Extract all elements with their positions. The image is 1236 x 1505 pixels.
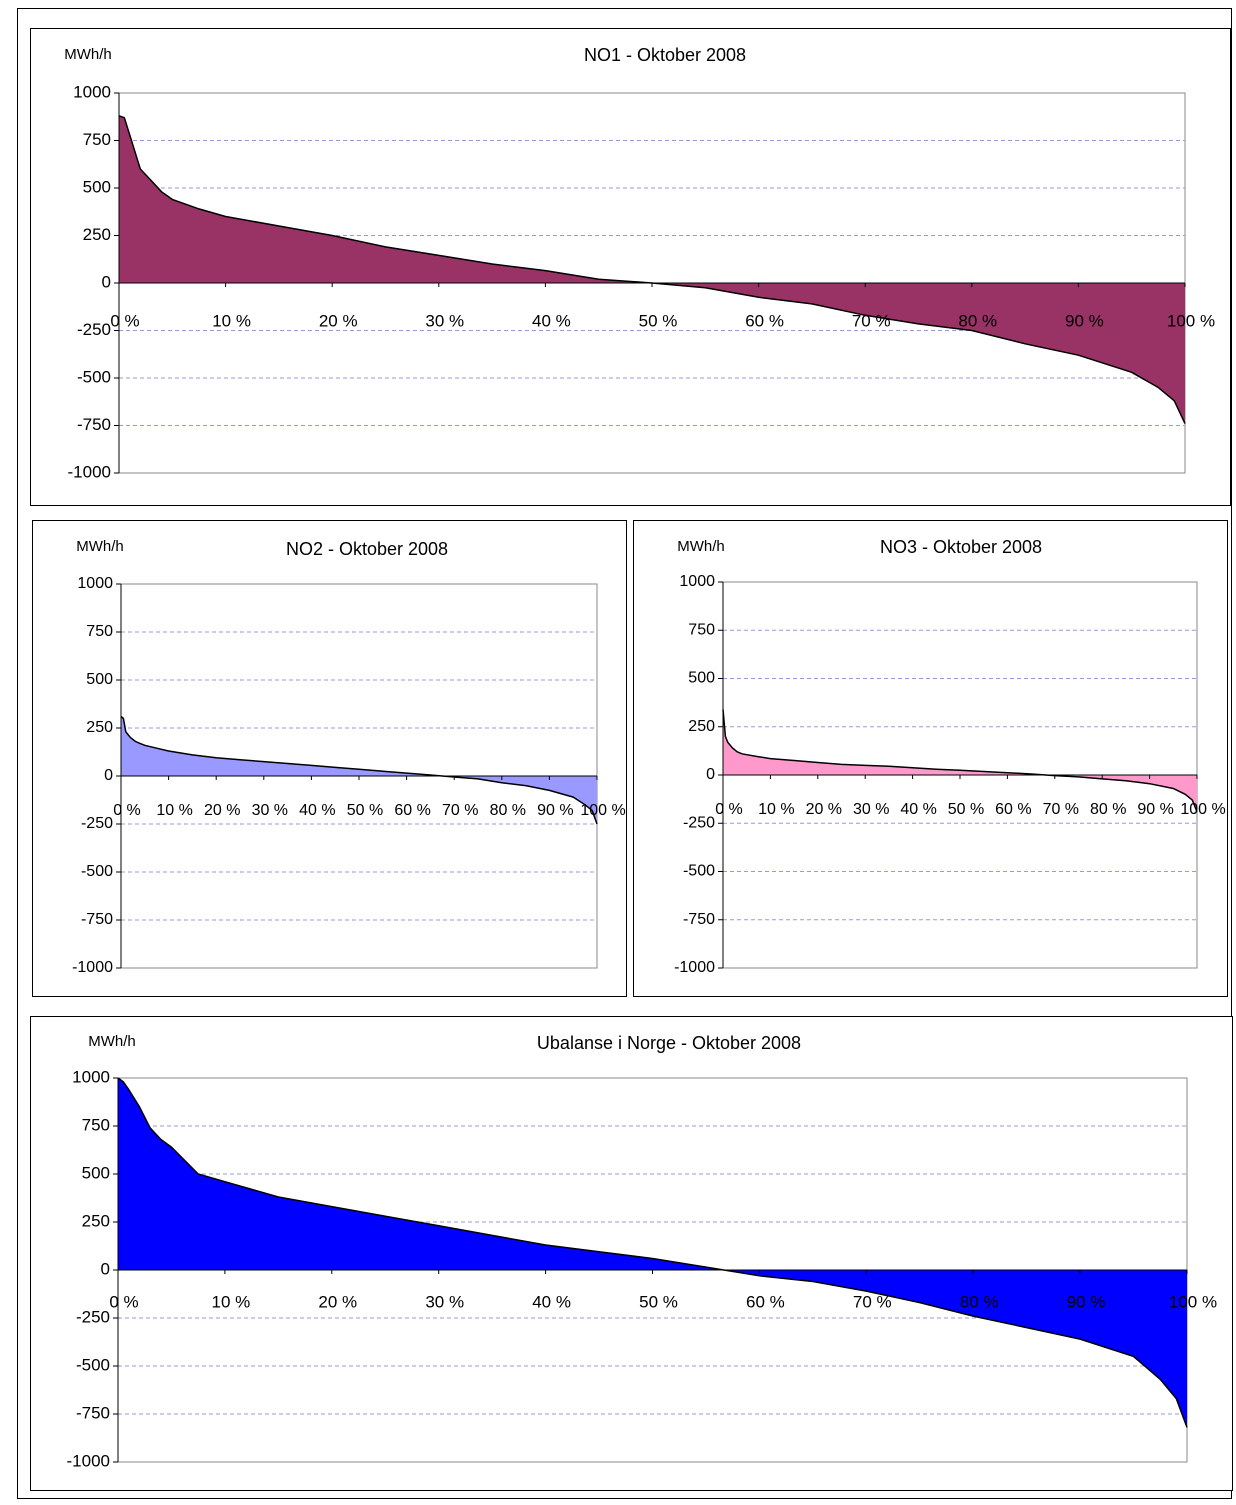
x-tick-label: 30 % (853, 801, 889, 818)
y-tick-label: -250 (683, 814, 715, 831)
y-tick-label: 750 (86, 623, 113, 640)
x-tick-label: 0 % (110, 311, 139, 330)
x-tick-label: 10 % (758, 801, 794, 818)
x-tick-label: 100 % (580, 802, 625, 819)
y-tick-label: -1000 (67, 1451, 110, 1470)
y-tick-label: 500 (688, 670, 715, 687)
area-outline (722, 709, 1198, 812)
y-tick-label: -500 (76, 1355, 110, 1374)
x-tick-label: 100 % (1169, 1292, 1217, 1311)
x-tick-label: 80 % (958, 311, 997, 330)
x-tick-label: 70 % (852, 311, 891, 330)
x-tick-label: 30 % (425, 311, 464, 330)
x-tick-label: 60 % (995, 801, 1031, 818)
x-tick-label: 40 % (299, 802, 335, 819)
y-tick-label: -250 (81, 815, 113, 832)
y-tick-label: 0 (101, 1259, 110, 1278)
y-tick-label: -250 (77, 320, 111, 339)
area (119, 115, 1185, 424)
x-tick-label: 40 % (900, 801, 936, 818)
area-outline (118, 115, 1186, 424)
area (121, 716, 597, 824)
x-tick-label: 100 % (1167, 311, 1215, 330)
y-tick-label: 750 (83, 130, 111, 149)
y-tick-label: -750 (77, 415, 111, 434)
chart-title: Ubalanse i Norge - Oktober 2008 (537, 1033, 801, 1053)
x-tick-label: 30 % (252, 802, 288, 819)
x-tick-label: 70 % (1043, 801, 1079, 818)
x-tick-label: 40 % (532, 1292, 571, 1311)
y-tick-label: 750 (688, 621, 715, 638)
x-tick-label: 80 % (490, 802, 526, 819)
x-tick-label: 80 % (1090, 801, 1126, 818)
outer-frame (17, 8, 1232, 1499)
x-tick-label: 90 % (1067, 1292, 1106, 1311)
x-tick-label: 0 % (113, 802, 141, 819)
x-tick-label: 50 % (948, 801, 984, 818)
y-tick-label: -750 (81, 911, 113, 928)
y-axis-label: MWh/h (76, 538, 124, 555)
x-tick-label: 10 % (212, 311, 251, 330)
x-tick-label: 0 % (109, 1292, 138, 1311)
y-tick-label: -500 (77, 367, 111, 386)
y-tick-label: 500 (86, 671, 113, 688)
y-tick-label: 1000 (73, 82, 111, 101)
y-tick-label: -750 (76, 1403, 110, 1422)
y-tick-label: 0 (104, 767, 113, 784)
chart-title: NO1 - Oktober 2008 (584, 45, 746, 65)
x-tick-label: 10 % (156, 802, 192, 819)
y-tick-label: 1000 (72, 1067, 110, 1086)
x-tick-label: 60 % (746, 1292, 785, 1311)
x-tick-label: 70 % (853, 1292, 892, 1311)
y-axis-label: MWh/h (677, 538, 725, 555)
x-tick-label: 70 % (442, 802, 478, 819)
x-tick-label: 20 % (319, 311, 358, 330)
x-tick-label: 10 % (212, 1292, 251, 1311)
y-tick-label: 250 (83, 225, 111, 244)
x-tick-label: 60 % (745, 311, 784, 330)
x-tick-label: 80 % (960, 1292, 999, 1311)
y-tick-label: 1000 (679, 573, 715, 590)
y-axis-label: MWh/h (64, 46, 112, 63)
y-tick-label: -250 (76, 1307, 110, 1326)
y-tick-label: 500 (83, 177, 111, 196)
y-axis-label: MWh/h (88, 1033, 136, 1050)
chart-title: NO3 - Oktober 2008 (880, 537, 1042, 557)
y-tick-label: -1000 (68, 462, 111, 481)
y-tick-label: -750 (683, 911, 715, 928)
y-tick-label: -500 (81, 863, 113, 880)
y-tick-label: 250 (82, 1211, 110, 1230)
x-tick-label: 20 % (806, 801, 842, 818)
x-tick-label: 60 % (394, 802, 430, 819)
area-outline (120, 715, 598, 825)
x-tick-label: 50 % (347, 802, 383, 819)
x-tick-label: 20 % (204, 802, 240, 819)
x-tick-label: 50 % (639, 311, 678, 330)
x-tick-label: 90 % (537, 802, 573, 819)
chart-title: NO2 - Oktober 2008 (286, 539, 448, 559)
y-tick-label: -1000 (72, 959, 113, 976)
x-tick-label: 0 % (715, 801, 743, 818)
y-tick-label: 1000 (77, 575, 113, 592)
y-tick-label: -500 (683, 863, 715, 880)
y-tick-label: 750 (82, 1115, 110, 1134)
area-outline (117, 1077, 1188, 1428)
x-tick-label: 50 % (639, 1292, 678, 1311)
y-tick-label: 250 (688, 718, 715, 735)
y-tick-label: 0 (706, 766, 715, 783)
x-tick-label: 90 % (1065, 311, 1104, 330)
y-tick-label: 250 (86, 719, 113, 736)
x-tick-label: 30 % (425, 1292, 464, 1311)
y-tick-label: 0 (102, 272, 111, 291)
y-tick-label: -1000 (674, 959, 715, 976)
x-tick-label: 40 % (532, 311, 571, 330)
x-tick-label: 20 % (318, 1292, 357, 1311)
area (118, 1078, 1187, 1428)
x-tick-label: 90 % (1137, 801, 1173, 818)
y-tick-label: 500 (82, 1163, 110, 1182)
x-tick-label: 100 % (1180, 801, 1225, 818)
